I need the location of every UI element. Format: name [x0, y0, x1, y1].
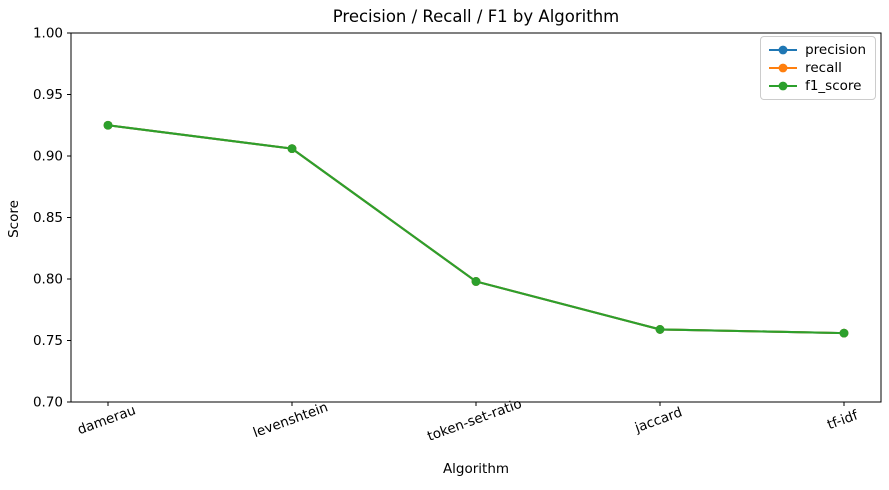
y-tick-label: 0.85: [33, 210, 63, 226]
series-marker-f1_score: [839, 328, 849, 338]
legend-marker-recall: [769, 63, 798, 73]
x-tick-label: jaccard: [632, 404, 684, 436]
x-tick-label: damerau: [75, 402, 137, 438]
y-tick-label: 0.75: [33, 333, 63, 349]
y-tick-label: 0.70: [33, 395, 63, 411]
y-axis-label: Score: [6, 200, 22, 238]
legend-label-precision: precision: [805, 42, 866, 58]
legend-marker-precision: [769, 45, 798, 55]
y-tick-label: 0.90: [33, 149, 63, 165]
legend: precision recall f1_score: [760, 36, 876, 100]
y-tick-label: 0.80: [33, 272, 63, 288]
series-line-precision: [106, 124, 846, 335]
series-marker-f1_score: [471, 277, 481, 286]
chart-title: Precision / Recall / F1 by Algorithm: [332, 7, 620, 26]
series-marker-f1_score: [287, 144, 297, 154]
legend-label-f1-score: f1_score: [805, 78, 862, 94]
series-line-f1_score: [106, 124, 846, 335]
series-line-recall: [106, 124, 846, 335]
x-tick-label: token-set-ratio: [425, 396, 524, 445]
legend-item-recall: recall: [768, 60, 866, 76]
y-tick-label: 0.95: [33, 87, 63, 103]
legend-marker-f1-score: [769, 81, 798, 91]
x-axis-label: Algorithm: [442, 461, 510, 477]
x-tick-label: levenshtein: [251, 399, 330, 441]
y-tick-label: 1.00: [33, 26, 63, 42]
series-marker-f1_score: [655, 325, 665, 334]
x-tick-label: tf-idf: [825, 407, 861, 433]
legend-item-f1-score: f1_score: [768, 78, 866, 94]
legend-label-recall: recall: [805, 60, 842, 76]
legend-item-precision: precision: [768, 42, 866, 58]
series-marker-f1_score: [103, 120, 113, 130]
